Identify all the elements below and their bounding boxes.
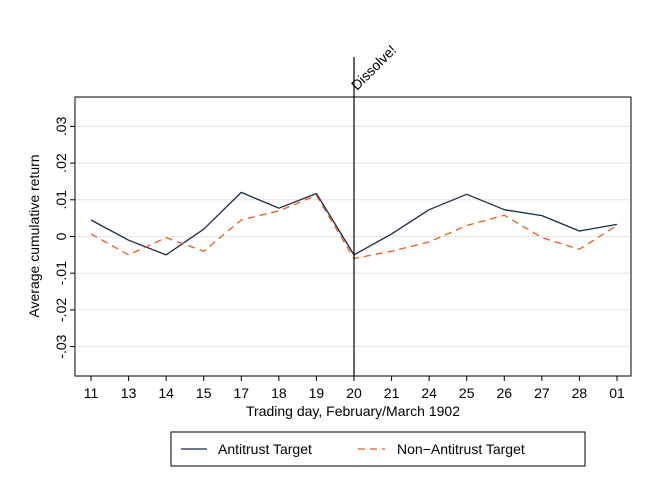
legend-label-antitrust-target: Antitrust Target	[218, 441, 312, 457]
y-tick-label: -.02	[53, 298, 69, 322]
legend-label-non-antitrust-target: Non−Antitrust Target	[397, 441, 525, 457]
x-tick-label: 20	[346, 385, 362, 401]
x-tick-label: 15	[196, 385, 212, 401]
x-tick-label: 25	[459, 385, 475, 401]
x-tick-label: 18	[271, 385, 287, 401]
x-tick-label: 13	[121, 385, 137, 401]
legend: Antitrust Target Non−Antitrust Target	[170, 431, 586, 467]
y-tick-label: .02	[53, 153, 69, 173]
y-tick-label: -.03	[53, 334, 69, 358]
x-tick-label: 17	[233, 385, 249, 401]
legend-box	[170, 431, 586, 467]
x-axis-title: Trading day, February/March 1902	[246, 403, 460, 419]
x-tick-label: 26	[496, 385, 512, 401]
x-tick-label: 19	[309, 385, 325, 401]
x-tick-label: 11	[84, 385, 99, 401]
y-tick-label: .01	[53, 190, 69, 210]
x-tick-label: 21	[384, 385, 400, 401]
y-axis-title: Average cumulative return	[26, 154, 42, 317]
y-tick-label: .03	[53, 116, 69, 136]
x-tick-label: 01	[609, 385, 625, 401]
y-tick-label: -.01	[53, 261, 69, 285]
y-tick-label: 0	[53, 232, 69, 240]
x-tick-label: 27	[534, 385, 550, 401]
x-tick-label: 28	[572, 385, 588, 401]
gridlines	[76, 125, 630, 348]
y-axis-ticks: -.03 -.02 -.01 0 .01 .02 .03	[53, 116, 75, 359]
x-tick-label: 24	[421, 385, 437, 401]
x-axis-ticks: 11 13 14 15 17 18 19 20 21 24 25 26 27 28 01	[84, 376, 625, 401]
x-tick-label: 14	[158, 385, 174, 401]
